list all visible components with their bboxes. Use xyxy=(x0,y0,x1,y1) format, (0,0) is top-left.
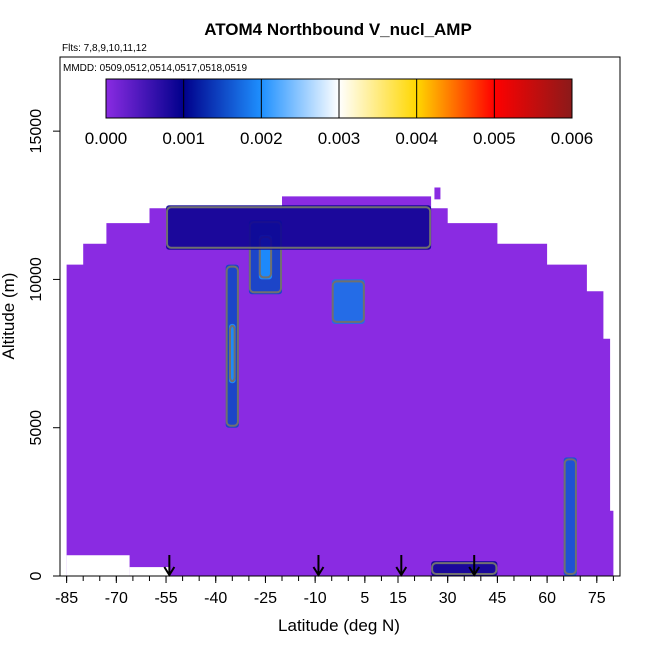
x-tick-label: 5 xyxy=(360,590,369,607)
y-tick-label: 15000 xyxy=(28,109,45,154)
flight-markers xyxy=(163,555,481,577)
no-data-gap xyxy=(129,567,170,576)
y-tick-label: 10000 xyxy=(28,257,45,302)
contour-line xyxy=(563,458,577,575)
x-axis-label: Latitude (deg N) xyxy=(278,616,400,635)
flight-arrowhead xyxy=(395,566,408,577)
sampled-region xyxy=(66,196,614,576)
colorbar-tick-label: 0.001 xyxy=(162,129,205,148)
x-tick-label: -25 xyxy=(254,590,277,607)
plot-frame xyxy=(59,56,621,577)
colorbar-tick-label: 0.006 xyxy=(551,129,594,148)
colorbar-tick-label: 0.002 xyxy=(240,129,283,148)
y-axis-label: Altitude (m) xyxy=(0,273,18,360)
x-tick-label: -85 xyxy=(55,590,78,607)
sampled-region xyxy=(434,187,441,200)
colorbar-tick-label: 0.000 xyxy=(85,129,128,148)
x-tick-label: -70 xyxy=(105,590,128,607)
x-tick-label: -10 xyxy=(304,590,327,607)
colorbar-tick-label: 0.004 xyxy=(395,129,438,148)
x-tick-label: -40 xyxy=(204,590,227,607)
contour-line xyxy=(166,206,432,249)
flight-arrowhead xyxy=(468,566,481,577)
flight-arrowhead xyxy=(163,566,176,577)
x-axis: -85 -70 -55 -40 -25 -10 5 15 30 45 60 75 xyxy=(55,576,614,607)
flights-annotation: Flts: 7,8,9,10,11,12 xyxy=(62,43,147,54)
x-tick-label: 15 xyxy=(389,590,407,607)
x-tick-label: 45 xyxy=(488,590,506,607)
colorbar-tick-label: 0.005 xyxy=(473,129,516,148)
dates-annotation: MMDD: 0509,0512,0514,0517,0518,0519 xyxy=(63,63,247,74)
enhanced-region xyxy=(166,205,432,250)
y-axis: 0 5000 10000 15000 xyxy=(28,109,60,580)
x-tick-label: 75 xyxy=(588,590,606,607)
enhanced-region xyxy=(331,279,365,324)
enhanced-region xyxy=(563,457,577,576)
flight-arrowhead xyxy=(312,566,325,577)
colorbar: 0.000 0.001 0.002 0.003 0.004 0.005 0.006 xyxy=(85,78,594,148)
x-tick-label: -55 xyxy=(154,590,177,607)
enhanced-region xyxy=(431,561,498,576)
contour-line xyxy=(431,562,498,576)
colorbar-tick-label: 0.003 xyxy=(318,129,361,148)
data-layer xyxy=(66,187,614,576)
y-tick-label: 5000 xyxy=(28,410,45,446)
chart-title: ATOM4 Northbound V_nucl_AMP xyxy=(204,20,472,39)
contour-line xyxy=(228,324,236,383)
contour-line xyxy=(331,280,365,323)
no-data-gap xyxy=(66,555,130,576)
x-tick-label: 60 xyxy=(538,590,556,607)
x-tick-label: 30 xyxy=(439,590,457,607)
contour-line xyxy=(225,265,239,427)
y-tick-label: 0 xyxy=(28,571,45,580)
